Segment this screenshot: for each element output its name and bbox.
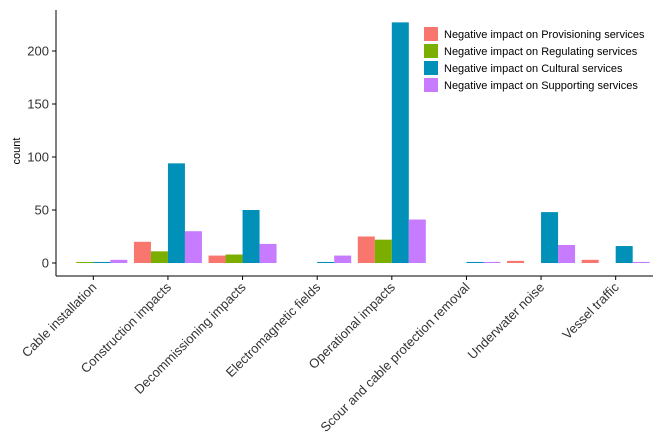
bar (110, 259, 128, 263)
bar (317, 261, 335, 263)
legend-swatch (424, 61, 438, 75)
legend-swatch (424, 78, 438, 92)
bar (466, 261, 484, 263)
legend-label: Negative impact on Regulating services (444, 46, 638, 58)
bar (541, 212, 559, 263)
bar (334, 255, 352, 263)
bar (374, 239, 392, 263)
bar (408, 219, 426, 263)
bar (242, 210, 260, 263)
bar (150, 251, 168, 263)
bar (581, 259, 599, 263)
bar (167, 163, 185, 263)
bar (133, 241, 151, 263)
legend-label: Negative impact on Cultural services (444, 63, 623, 75)
y-tick-label: 100 (27, 150, 49, 165)
bar (507, 260, 525, 263)
x-tick-label: Vessel traffic (559, 279, 622, 342)
legend-swatch (424, 44, 438, 58)
x-tick-label: Cable installation (19, 280, 100, 361)
bar (615, 246, 633, 263)
bar (259, 243, 277, 263)
y-ticks: 0 50 100 150 200 (27, 44, 56, 271)
bar (76, 261, 94, 263)
x-tick-label: Underwater noise (465, 280, 548, 363)
bar (391, 22, 409, 263)
legend-label: Negative impact on Provisioning services (444, 29, 645, 41)
y-tick-label: 150 (27, 97, 49, 112)
y-axis-label: count (11, 138, 23, 165)
bar (632, 261, 650, 263)
y-tick-label: 50 (35, 203, 49, 218)
bar (558, 244, 576, 263)
legend-swatch (424, 27, 438, 41)
bar (483, 261, 501, 263)
bar (225, 254, 243, 263)
y-tick-label: 0 (42, 256, 49, 271)
legend-label: Negative impact on Supporting services (444, 80, 638, 92)
bar (184, 231, 202, 263)
legend: Negative impact on Provisioning services… (424, 27, 645, 92)
bar (208, 255, 226, 263)
y-tick-label: 200 (27, 44, 49, 59)
bar (357, 236, 375, 263)
bars (76, 22, 650, 263)
bar (93, 261, 111, 263)
x-tick-label: Scour and cable protection removal (317, 279, 472, 434)
